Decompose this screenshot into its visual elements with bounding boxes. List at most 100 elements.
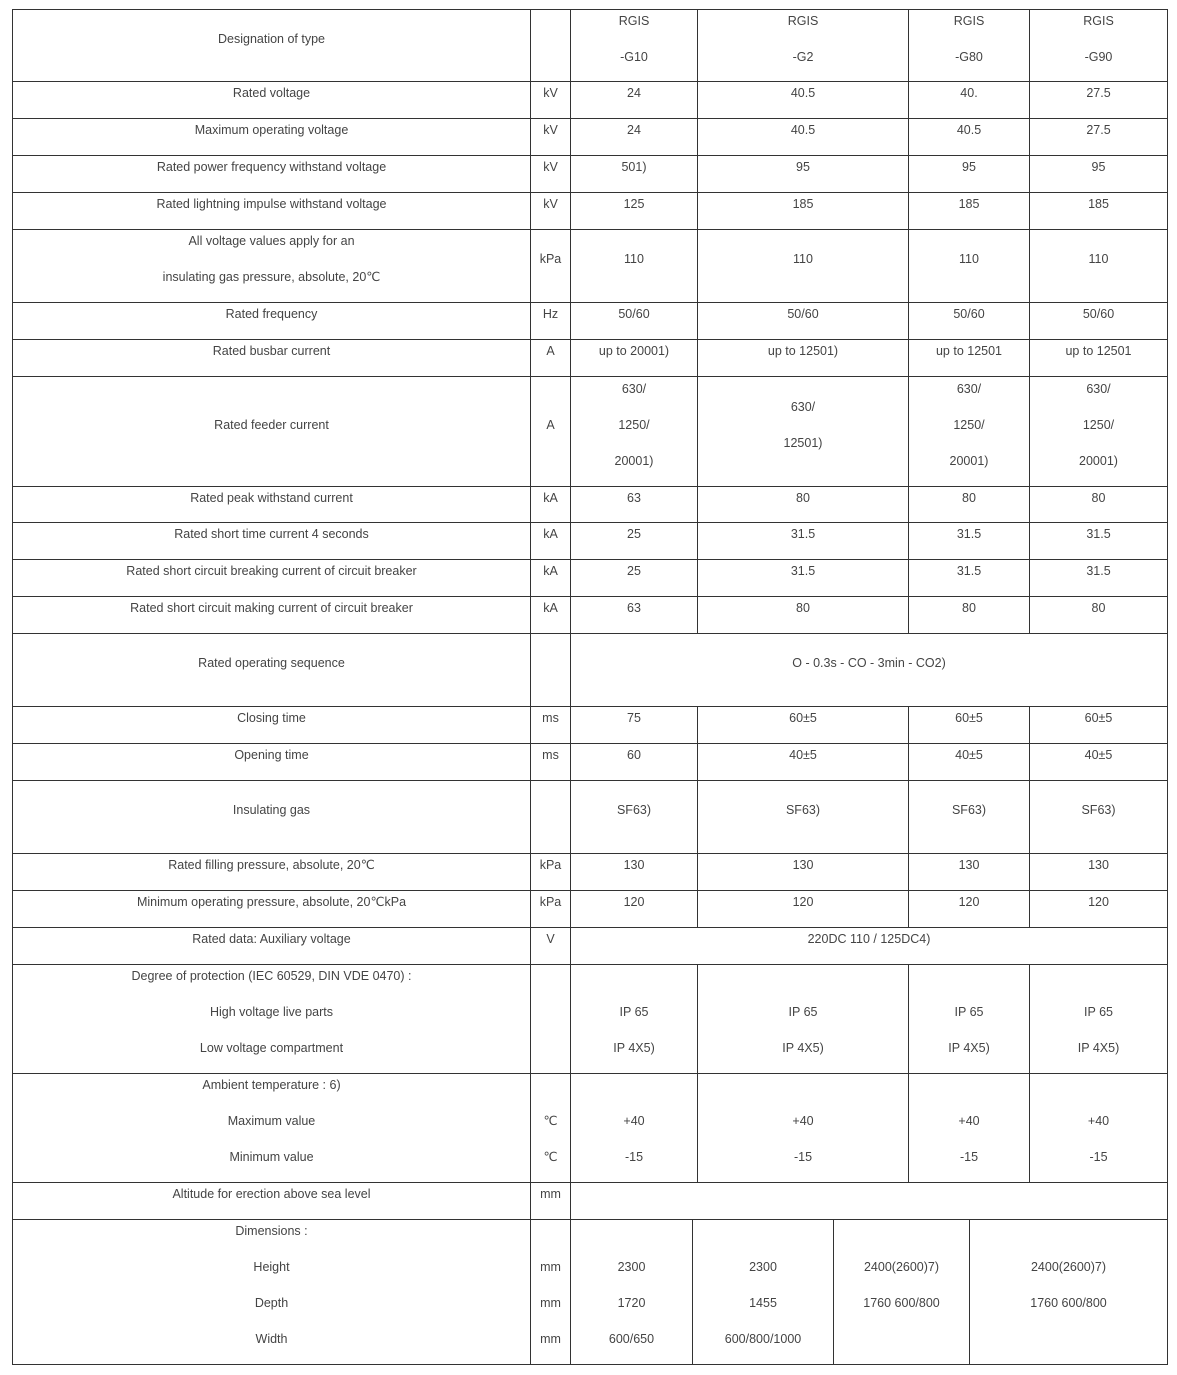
unit-cell-line: ms (542, 711, 559, 725)
table-row: All voltage values apply for an insulatin… (12, 230, 1168, 303)
value-cell-line: 630/ (956, 381, 982, 396)
value-cell: 185 (1030, 193, 1168, 229)
row-label-line: Rated short circuit breaking current of … (126, 564, 417, 578)
value-cell-line: 20001) (949, 453, 989, 468)
row-label-line: Rated data: Auxiliary voltage (192, 932, 351, 946)
value-cell: 40.5 (698, 82, 909, 118)
value-cell: up to 12501 (909, 340, 1030, 376)
unit-cell-line: kV (543, 160, 558, 174)
table-row: Rated operating sequence O - 0.3s - CO - … (12, 634, 1168, 707)
row-label-line: Rated frequency (225, 307, 318, 321)
row-label-line: Opening time (234, 748, 309, 762)
unit-cell-line: kPa (539, 252, 562, 266)
value-cell-line: 130 (1088, 858, 1109, 872)
value-cell: 110 (571, 230, 698, 302)
value-cell: 63 (571, 487, 698, 522)
unit-cell: kPa (531, 230, 571, 302)
value-cell: 2400(2600)7) 1760 600/800 (970, 1220, 1168, 1364)
row-label: Maximum operating voltage (13, 119, 531, 155)
unit-cell (531, 10, 571, 81)
row-label-line: Minimum value (229, 1150, 314, 1164)
value-cell-line: IP 65 (619, 1005, 649, 1019)
value-cell-line: up to 20001) (598, 344, 670, 358)
value-cell-span: 220DC 110 / 125DC4) (571, 928, 1168, 964)
value-cell: 110 (1030, 230, 1168, 302)
value-cell-line: 80 (1091, 491, 1106, 505)
value-cell-line: -G90 (1084, 49, 1113, 64)
value-cell: 95 (909, 156, 1030, 192)
value-cell-line: 63 (627, 601, 641, 615)
value-cell-line: 27.5 (1086, 86, 1111, 100)
value-cell-line: 1250/ (1082, 417, 1115, 432)
unit-cell (531, 634, 571, 706)
value-cell-line: up to 12501 (1065, 344, 1132, 358)
value-cell-line: 60 (627, 748, 641, 762)
row-label-line: Rated lightning impulse withstand voltag… (156, 197, 387, 211)
value-cell-line: 110 (959, 252, 979, 266)
value-cell-line: 80 (1091, 601, 1106, 615)
value-cell: 50/60 (909, 303, 1030, 339)
value-cell-line: SF63) (616, 803, 652, 817)
row-label: Rated lightning impulse withstand voltag… (13, 193, 531, 229)
unit-cell-line: ℃ (543, 1150, 558, 1164)
row-label: Designation of type (13, 10, 531, 81)
table-row: Rated frequency Hz 50/60 50/60 50/60 50/60 (12, 303, 1168, 340)
table-row: Opening time ms 60 40±5 40±5 40±5 (12, 744, 1168, 781)
value-cell-line: 1760 600/800 (1030, 1296, 1107, 1310)
unit-cell-line: A (546, 417, 555, 432)
row-label-line: Insulating gas (232, 803, 311, 817)
value-cell-line: 63 (627, 491, 641, 505)
value-cell: 130 (909, 854, 1030, 890)
value-cell-line: 1720 (617, 1296, 646, 1310)
value-cell: +40 -15 (909, 1074, 1030, 1182)
unit-cell: Hz (531, 303, 571, 339)
value-cell-line: 50/60 (618, 307, 650, 321)
table-row: Insulating gas SF63) SF63) SF63) SF63) (12, 781, 1168, 854)
value-cell-line: 630/ (1086, 381, 1111, 396)
row-label: Rated frequency (13, 303, 531, 339)
value-cell: 31.5 (909, 560, 1030, 596)
value-cell: 80 (698, 487, 909, 522)
row-label: Rated power frequency withstand voltage (13, 156, 531, 192)
table-row: Rated lightning impulse withstand voltag… (12, 193, 1168, 230)
value-cell: 120 (698, 891, 909, 927)
unit-cell-line: mm (540, 1296, 561, 1310)
unit-cell-line: mm (540, 1187, 561, 1201)
unit-cell (531, 965, 571, 1073)
row-label: Rated feeder current (13, 377, 531, 486)
value-cell-line: SF63) (785, 803, 821, 817)
unit-cell-line: ℃ (543, 1114, 558, 1128)
value-cell-line: RGIS (618, 14, 650, 28)
value-cell-line: 50/60 (953, 307, 985, 321)
value-cell: 27.5 (1030, 119, 1168, 155)
value-cell: RGIS -G80 (909, 10, 1030, 81)
row-label: Rated busbar current (13, 340, 531, 376)
value-cell-line: 40±5 (789, 748, 817, 762)
unit-cell: A (531, 340, 571, 376)
row-label-line: High voltage live parts (210, 1005, 333, 1019)
value-cell: 120 (571, 891, 698, 927)
value-cell: IP 65 IP 4X5) (571, 965, 698, 1073)
value-cell: 40.5 (909, 119, 1030, 155)
value-cell-line: IP 4X5) (948, 1041, 990, 1055)
row-label-line: Closing time (237, 711, 306, 725)
unit-cell-line: kA (543, 601, 558, 615)
value-cell-line: up to 12501 (935, 344, 1003, 358)
value-cell-line: up to 12501) (767, 344, 839, 358)
unit-cell-line: kV (543, 197, 558, 211)
value-cell-line: 2300 (617, 1260, 646, 1274)
value-cell-line: -15 (959, 1150, 979, 1164)
value-cell: +40 -15 (571, 1074, 698, 1182)
unit-cell: A (531, 377, 571, 486)
unit-cell: ℃ ℃ (531, 1074, 571, 1182)
value-cell-line: 60±5 (789, 711, 817, 725)
value-cell: SF63) (1030, 781, 1168, 853)
unit-cell: kA (531, 597, 571, 633)
row-label: Minimum operating pressure, absolute, 20… (13, 891, 531, 927)
value-cell-line: 120 (792, 895, 814, 909)
row-label-line: Depth (254, 1296, 289, 1310)
unit-cell-line: kV (543, 123, 558, 137)
row-label-line: Rated filling pressure, absolute, 20℃ (168, 858, 375, 872)
row-label-line: Maximum operating voltage (194, 123, 349, 137)
value-cell: 31.5 (909, 523, 1030, 559)
